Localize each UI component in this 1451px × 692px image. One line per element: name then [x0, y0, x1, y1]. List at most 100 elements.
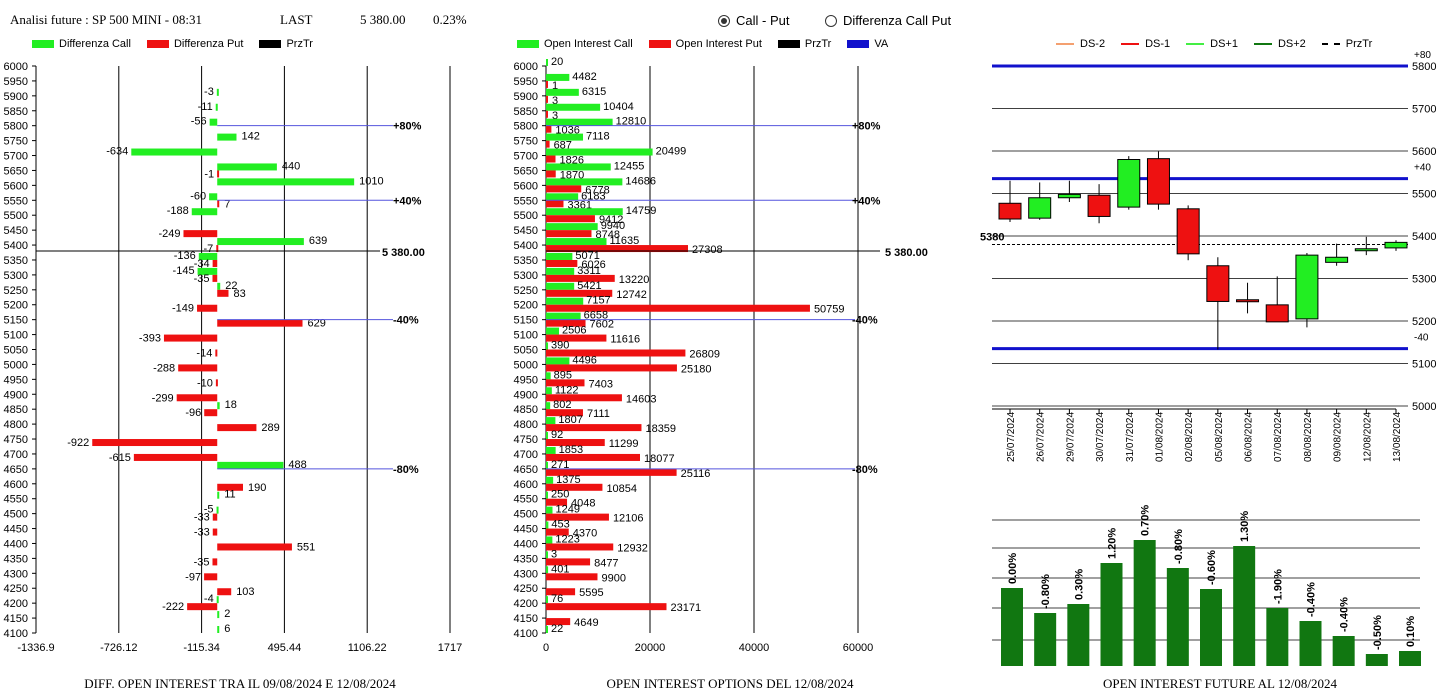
y-tick-label: 5650: [4, 165, 28, 177]
put-oi-label: 7111: [587, 408, 610, 420]
candle-body: [998, 202, 1022, 220]
mode-diff-call-put-label: Differenza Call Put: [843, 13, 952, 28]
put-diff-bar: [92, 439, 218, 447]
y-tick-label: 5250: [4, 285, 28, 297]
put-oi-bar: [546, 364, 677, 372]
put-oi-bar: [546, 245, 689, 253]
call-oi-bar: [546, 417, 556, 425]
call-oi-label: 10404: [603, 101, 634, 113]
candle-body: [1354, 248, 1378, 252]
y-tick-label: 4650: [514, 464, 538, 476]
put-oi-bar: [546, 259, 578, 267]
put-oi-bar: [546, 394, 622, 402]
legend-line: [1186, 43, 1205, 45]
put-oi-label: 11616: [610, 334, 640, 346]
call-diff-label: -4: [204, 593, 214, 605]
put-oi-bar: [546, 528, 569, 536]
y-tick-label: 5700: [4, 151, 28, 163]
put-oi-bar: [546, 409, 583, 417]
future-oi-label: 0.00%: [1007, 553, 1019, 584]
call-diff-label: 18: [225, 399, 237, 411]
call-oi-bar: [546, 148, 653, 156]
legend-swatch: [777, 40, 800, 48]
caption-diff: DIFF. OPEN INTEREST TRA IL 09/08/2024 E …: [84, 676, 396, 691]
legend-label: DS+1: [1210, 38, 1238, 50]
candle-body: [1325, 256, 1349, 263]
call-diff-bar: [209, 193, 218, 201]
y-tick-label: 4150: [4, 613, 28, 625]
call-oi-label: 22: [551, 623, 563, 635]
put-diff-bar: [204, 409, 218, 417]
call-oi-bar: [546, 446, 556, 454]
put-oi-bar: [546, 513, 609, 521]
y-tick-label: 4550: [514, 494, 538, 506]
candle-body: [1087, 194, 1111, 217]
y-tick-label: 5850: [514, 106, 538, 118]
call-oi-label: 12810: [616, 116, 647, 128]
mode-diff-call-put-radio[interactable]: Differenza Call Put: [825, 13, 951, 28]
put-oi-bar: [546, 274, 615, 282]
call-oi-label: 1375: [556, 474, 580, 486]
y-tick-label: 4100: [4, 628, 28, 640]
future-oi-bar: [1200, 589, 1222, 666]
va-label: -80%: [852, 464, 878, 476]
legend-label: Differenza Call: [59, 38, 131, 50]
candle-body: [1295, 254, 1319, 320]
y-tick-label: 5500: [1412, 189, 1436, 201]
open-interest-options-chart: 0 20000 40000 60000 6000 5950 5900 5850 5800 5750…: [514, 56, 928, 654]
y-tick-label: 4500: [4, 509, 28, 521]
va-label: -40%: [852, 315, 878, 327]
candle-body: [1028, 197, 1052, 219]
put-oi-bar: [546, 334, 607, 342]
put-oi-bar: [546, 289, 613, 297]
put-oi-label: 4649: [574, 617, 598, 629]
put-diff-bar: [163, 334, 218, 342]
future-oi-bar: [1034, 613, 1057, 666]
put-oi-label: 9412: [599, 214, 623, 226]
call-oi-label: 1223: [555, 533, 579, 545]
y-tick-label: 5300: [514, 270, 538, 282]
last-change: 0.23%: [433, 12, 467, 27]
y-tick-label: 5900: [514, 91, 538, 103]
candle-body: [1146, 158, 1170, 205]
y-tick-label: 4500: [514, 509, 538, 521]
y-tick-label: 4150: [514, 613, 538, 625]
mode-call-put-radio[interactable]: Call - Put: [718, 13, 789, 28]
call-oi-label: 5071: [575, 250, 599, 262]
x-tick-label: 06/08/2024: [1244, 412, 1255, 462]
call-oi-label: 3: [551, 548, 557, 560]
y-tick-label: 5000: [4, 359, 28, 371]
mode-call-put-label: Call - Put: [736, 13, 790, 28]
y-tick-label: 4800: [514, 419, 538, 431]
put-oi-bar: [546, 603, 667, 611]
call-diff-label: -56: [191, 116, 207, 128]
x-tick-label: 05/08/2024: [1214, 412, 1225, 462]
legend-label: Differenza Put: [173, 38, 244, 50]
call-oi-bar: [546, 461, 548, 469]
call-oi-label: 1122: [555, 384, 579, 396]
x-tick-label: 20000: [635, 642, 666, 654]
put-oi-bar: [546, 424, 642, 432]
call-oi-bar: [546, 73, 570, 81]
put-oi-bar: [546, 588, 576, 596]
y-tick-label: 5200: [1412, 316, 1436, 328]
call-diff-bar: [217, 163, 277, 171]
call-diff-bar: [217, 402, 220, 410]
call-diff-label: -136: [174, 250, 196, 262]
x-tick-label: -1336.9: [17, 642, 54, 654]
y-tick-label: 5400: [4, 240, 28, 252]
future-oi-label: 0.10%: [1405, 616, 1417, 647]
legend-item-przTr: PrzTr: [777, 38, 831, 50]
call-diff-label: -11: [198, 101, 213, 113]
call-oi-label: 895: [554, 369, 572, 381]
put-oi-label: 12932: [617, 542, 648, 554]
call-oi-bar: [546, 387, 552, 395]
legend-swatch: [517, 40, 539, 48]
call-diff-label: 440: [282, 160, 300, 172]
call-oi-bar: [546, 327, 560, 335]
put-diff-bar: [217, 543, 292, 551]
call-diff-label: -145: [173, 265, 195, 277]
y-tick-label: 5800: [1412, 61, 1436, 73]
legend-item-diff-put: Differenza Put: [146, 38, 244, 50]
y-tick-label: 5750: [4, 136, 28, 148]
